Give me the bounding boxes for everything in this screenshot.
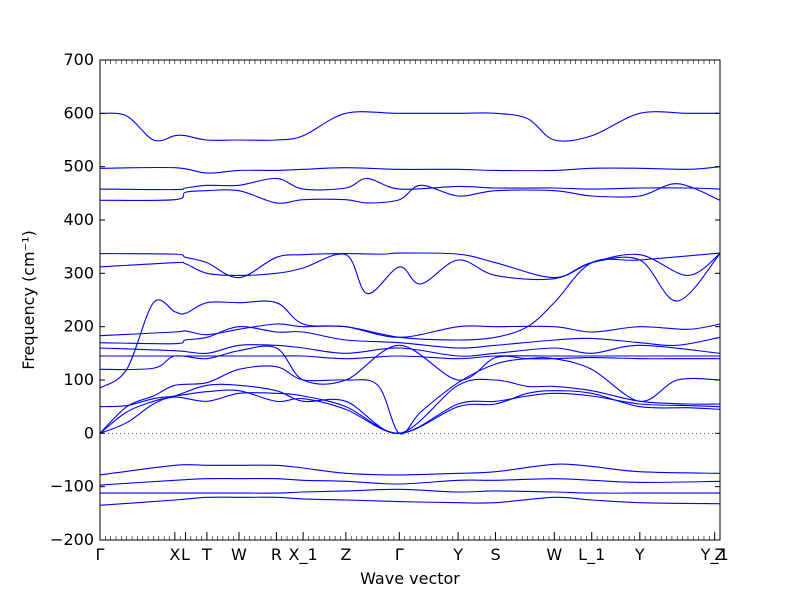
y-tick-label: 700 — [63, 50, 94, 69]
band-line-9 — [99, 326, 721, 349]
y-tick-label: 600 — [63, 103, 94, 122]
band-line-17 — [99, 463, 721, 476]
band-line-6 — [99, 253, 721, 302]
band-line-11 — [100, 355, 720, 360]
x-tick-label: S — [490, 545, 500, 564]
band-line-12 — [99, 344, 720, 385]
x-tick-label: Y — [634, 545, 645, 564]
y-tick-label: 400 — [63, 210, 94, 229]
x-tick-label: L_1 — [578, 545, 605, 565]
band-line-3 — [99, 177, 721, 191]
band-line-13 — [99, 357, 721, 435]
plot-frame — [99, 59, 721, 541]
y-tick-label: −100 — [50, 477, 94, 496]
y-tick-label: 0 — [84, 423, 94, 442]
band-line-18 — [99, 478, 721, 486]
band-line-19 — [100, 488, 720, 494]
y-tick-label: 200 — [63, 317, 94, 336]
y-tick-label: −200 — [50, 530, 94, 549]
x-axis-title: Wave vector — [360, 569, 460, 588]
x-tick-label: Y — [452, 545, 463, 564]
band-line-4 — [99, 183, 721, 204]
band-line-16 — [99, 389, 721, 434]
x-tick-label: Γ — [395, 545, 404, 564]
band-line-2 — [99, 166, 721, 174]
band-line-1 — [99, 111, 720, 142]
x-tick-label: W — [231, 545, 247, 564]
y-tick-label: 100 — [63, 370, 94, 389]
x-tick-label: Z — [340, 545, 351, 564]
y-tick-label: 300 — [63, 263, 94, 282]
band-line-15 — [99, 392, 721, 434]
x-tick-label: L — [181, 545, 190, 564]
x-tick-label: W — [546, 545, 562, 564]
band-line-10 — [99, 344, 721, 357]
x-tick-label: T — [201, 545, 212, 564]
x-tick-label: Z — [715, 545, 726, 564]
band-line-20 — [99, 496, 721, 506]
x-tick-label: X_1 — [289, 545, 318, 565]
x-tick-label: Γ — [96, 545, 105, 564]
x-tick-label: R — [271, 545, 282, 564]
x-tick-label: X — [169, 545, 180, 564]
y-tick-label: 500 — [63, 157, 94, 176]
x-tick-label: Y_1 — [700, 545, 729, 565]
y-axis-title: Frequency (cm⁻¹) — [19, 230, 38, 369]
band-line-8 — [99, 252, 721, 341]
